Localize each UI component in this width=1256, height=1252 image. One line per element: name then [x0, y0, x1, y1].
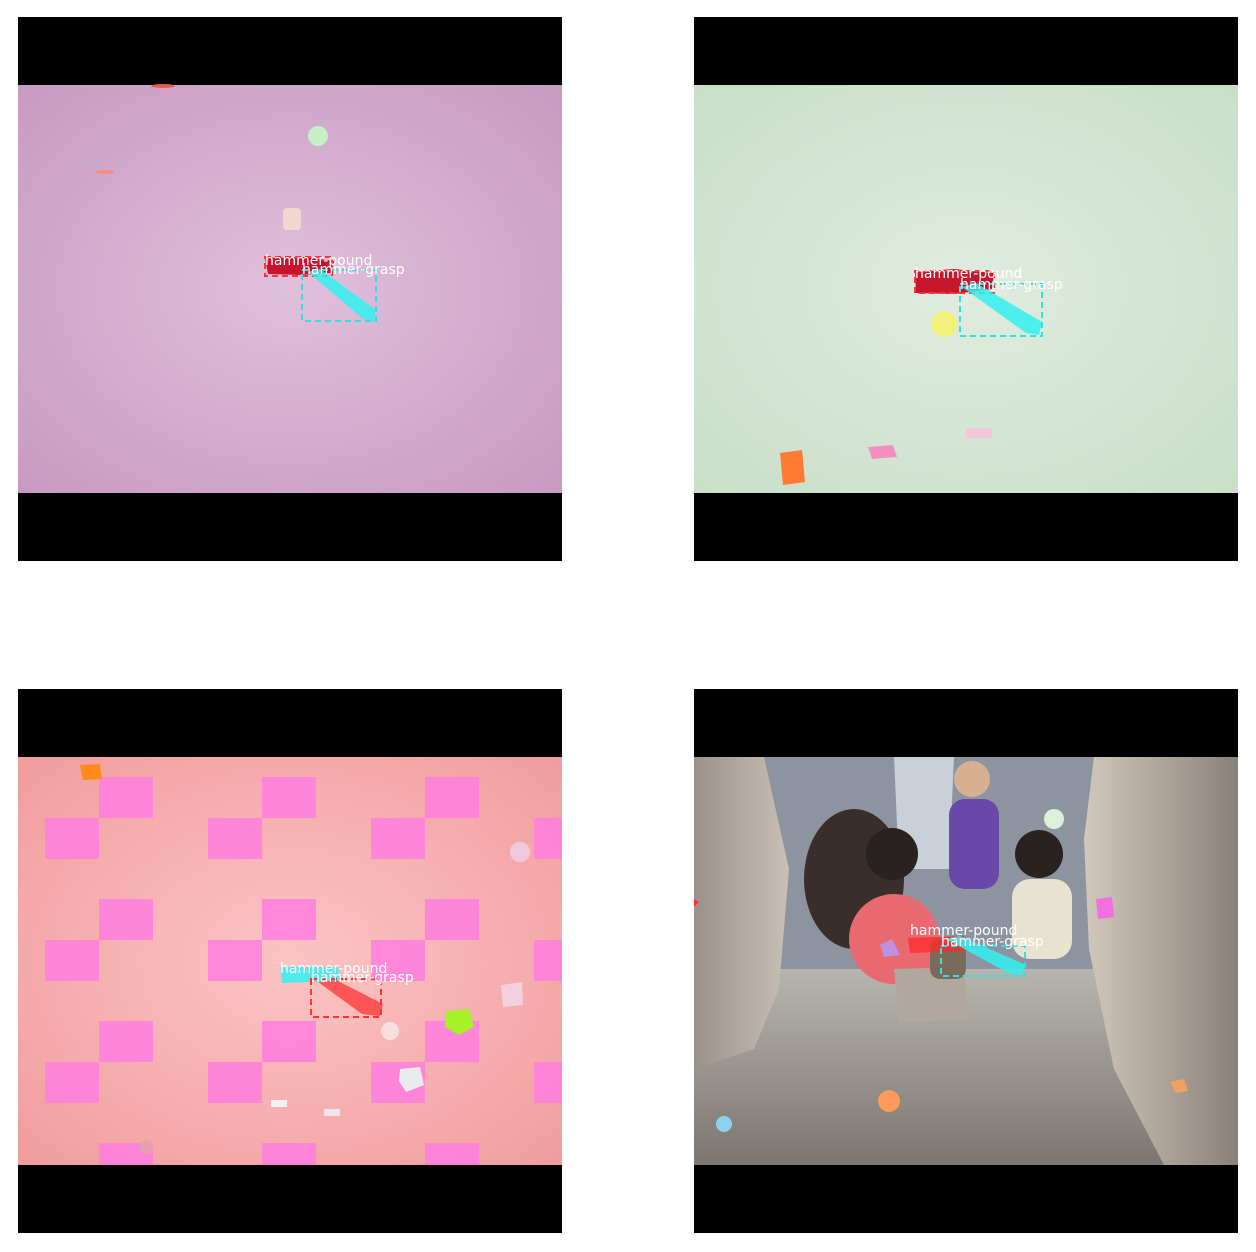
pound-box	[310, 978, 382, 1018]
woman-head	[954, 761, 990, 797]
person-pink-shirt	[849, 894, 939, 984]
child-head	[866, 828, 918, 880]
grasp-label: hammer-grasp	[941, 934, 1044, 950]
panel-bottom-right: hammer-pound hammer-grasp	[694, 689, 1238, 1233]
grasp-mask	[308, 269, 376, 322]
panel-top-left: hammer-pound hammer-grasp	[18, 17, 562, 561]
person-purple	[949, 799, 999, 889]
checkerboard-pattern	[18, 757, 562, 1165]
panel-top-right: hammer-pound hammer-grasp	[694, 17, 1238, 561]
light-pink-blob	[501, 982, 523, 1007]
panel-3-scene: hammer-pound hammer-grasp	[18, 689, 562, 1233]
left-column	[694, 757, 789, 1069]
stone-block	[894, 967, 969, 1023]
yellow-blob	[931, 311, 957, 337]
grasp-label: hammer-grasp	[960, 277, 1063, 293]
magenta-blob	[1096, 897, 1114, 919]
pound-box	[914, 270, 995, 294]
red-speck	[694, 899, 699, 907]
grasp-mask	[962, 283, 1042, 335]
grasp-box	[301, 269, 377, 322]
scene-background	[18, 85, 562, 493]
right-column	[1084, 757, 1238, 1165]
white-blob	[381, 1022, 399, 1040]
red-speck	[151, 84, 175, 88]
beige-blob	[283, 208, 301, 230]
pound-label: hammer-pound	[265, 253, 372, 269]
photo-scene	[694, 757, 1238, 1165]
grasp-box	[940, 945, 1026, 977]
pound-label: hammer-pound	[280, 961, 387, 977]
dusty-blob	[139, 1140, 153, 1154]
panel-2-scene: hammer-pound hammer-grasp	[694, 17, 1238, 561]
pink-blob	[868, 445, 897, 459]
woman-dark-hair	[1015, 830, 1063, 878]
pale-blob	[1044, 809, 1064, 829]
tan-speck	[1170, 1079, 1188, 1093]
panel-bottom-left: hammer-pound hammer-grasp	[18, 689, 562, 1233]
grasp-box	[959, 283, 1043, 337]
orange-blob	[878, 1090, 900, 1112]
panel-1-scene: hammer-pound hammer-grasp	[18, 17, 562, 561]
white-speck	[271, 1100, 287, 1107]
light-pink-blob	[966, 428, 992, 438]
pound-label: hammer-pound	[910, 923, 1017, 939]
lilac-speck	[324, 1109, 340, 1116]
orange-blob	[80, 764, 102, 780]
pink-blob	[510, 842, 530, 862]
pound-box	[264, 256, 333, 277]
lilac-blob	[880, 939, 900, 957]
grey-blob	[399, 1067, 424, 1092]
person-white-top	[1012, 879, 1072, 959]
orange-blob	[780, 450, 805, 485]
pound-mask	[318, 980, 383, 1016]
panel-4-scene: hammer-pound hammer-grasp	[694, 689, 1238, 1233]
lime-blob	[445, 1009, 474, 1035]
pound-label: hammer-pound	[915, 266, 1022, 282]
grasp-label: hammer-grasp	[302, 262, 405, 278]
orange-speck	[95, 170, 115, 174]
blue-blob	[716, 1116, 732, 1132]
green-blob	[308, 126, 328, 146]
grasp-label: hammer-grasp	[311, 970, 414, 986]
